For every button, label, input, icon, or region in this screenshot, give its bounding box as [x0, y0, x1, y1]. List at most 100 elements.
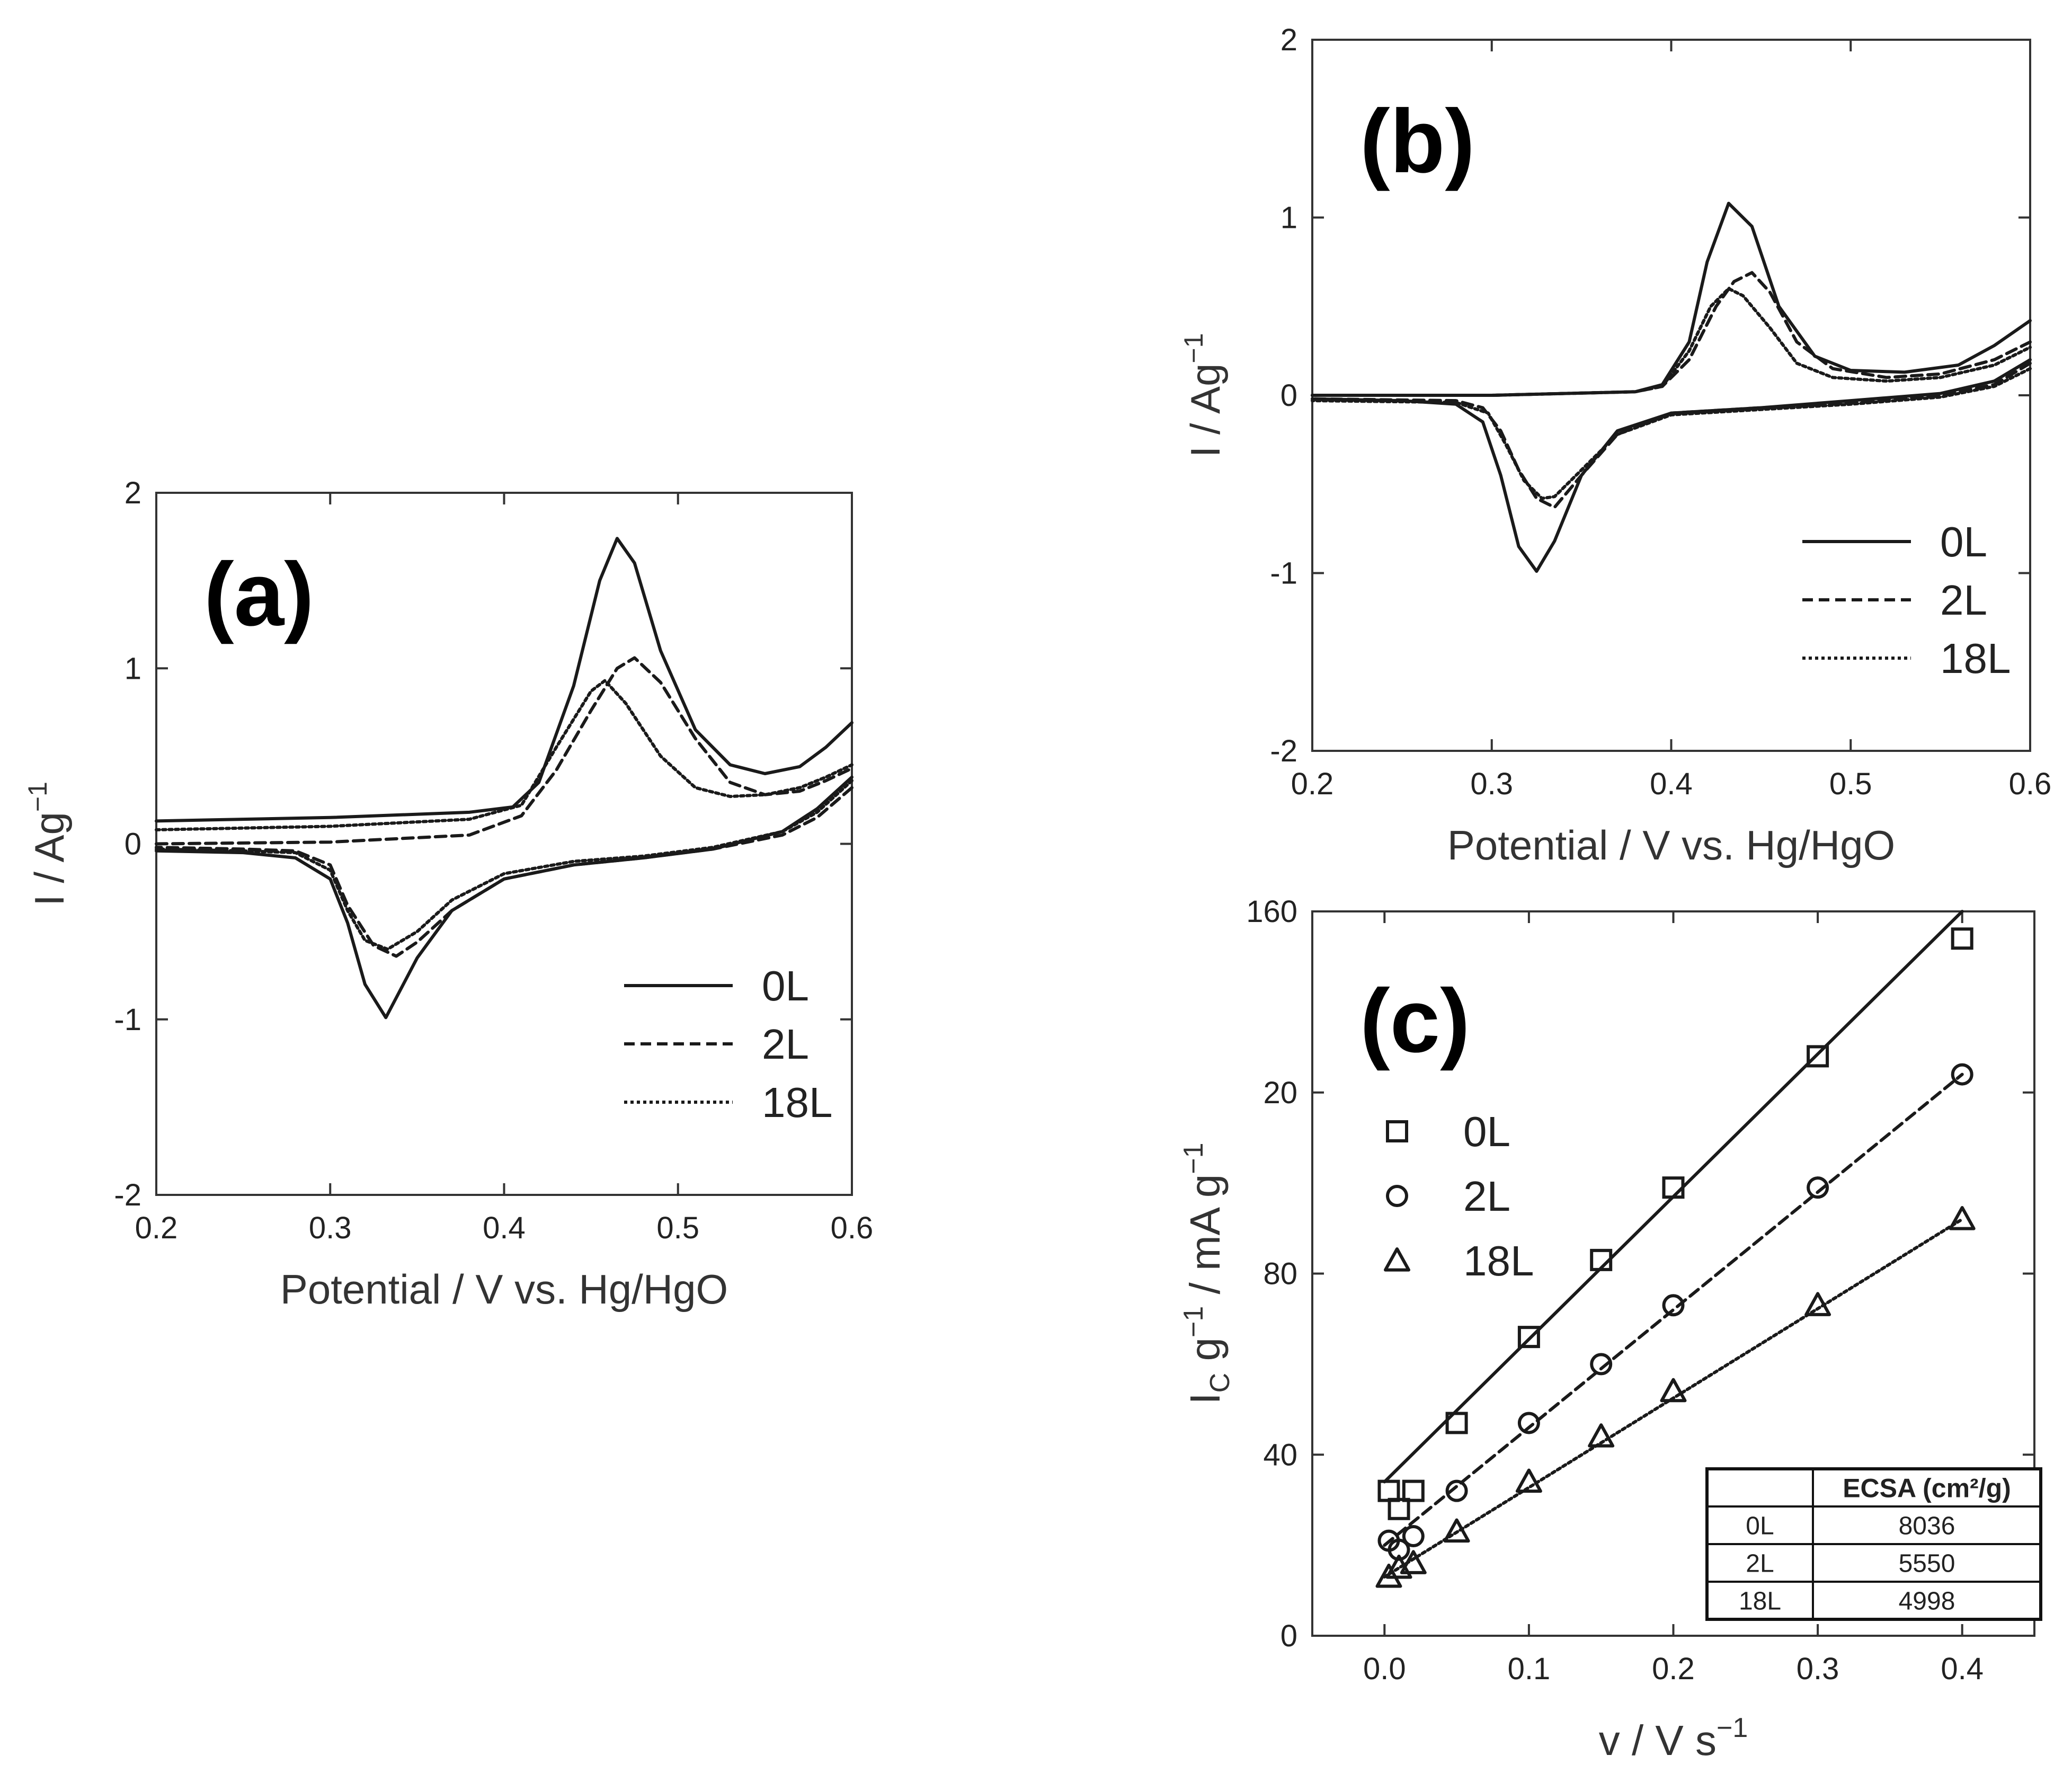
table-cell-value: 4998: [1899, 1588, 1955, 1616]
y-tick-label: 0: [1280, 1619, 1297, 1653]
legend-label: 18L: [1463, 1237, 1534, 1284]
panel-a: 0.2 0.3 0.4 0.5 0.6 -2 -1 0 1 2 (a) Potential / V v…: [23, 476, 873, 1313]
x-tick-label: 0.0: [1363, 1652, 1406, 1686]
x-tick-label: 0.6: [831, 1211, 874, 1245]
legend-label: 18L: [762, 1079, 832, 1126]
data-point-18L: [1443, 1518, 1470, 1543]
y-tick-label: 1: [125, 651, 141, 686]
y-tick-label: 2: [125, 476, 141, 510]
x-tick-label: 0.4: [483, 1211, 526, 1245]
data-point-0L: [1807, 1045, 1829, 1068]
x-tick-label: 0.6: [2009, 767, 2052, 801]
data-point-2L: [1445, 1479, 1468, 1502]
x-tick-label: 0.5: [656, 1211, 699, 1245]
y-axis-title-rest: g: [1181, 1337, 1229, 1373]
ecsa-table: ECSA (cm²/g) 0L 8036 2L 5550 18L 4998: [1705, 1467, 2042, 1621]
x-tick-label: 0.4: [1650, 767, 1693, 801]
data-point-0L: [1662, 1176, 1685, 1199]
y-axis-title-sup2: −1: [1178, 1142, 1209, 1174]
y-axis-title-main: I: [1181, 1393, 1229, 1404]
y-tick-label: 0: [1280, 378, 1297, 413]
y-axis-title: IC g−1 / mA g−1: [1178, 1142, 1235, 1404]
panel-label: (c): [1360, 971, 1470, 1071]
x-tick-label: 0.2: [1291, 767, 1334, 801]
data-point-0L: [1951, 927, 1973, 950]
series-0L-cathodic: [1311, 358, 2032, 573]
table-cell-label: 18L: [1739, 1588, 1781, 1616]
data-point-0L: [1590, 1248, 1613, 1271]
y-axis-title-sup: −1: [1179, 333, 1208, 364]
series-2L-cathodic: [155, 786, 853, 958]
data-point-2L: [1807, 1176, 1829, 1199]
x-axis-title: Potential / V vs. Hg/HgO: [280, 1266, 728, 1313]
y-axis-title-units: / mA g: [1181, 1174, 1229, 1306]
table-cell-value: 8036: [1899, 1512, 1955, 1540]
series-0L-anodic: [155, 537, 853, 823]
legend-label: 0L: [1463, 1108, 1510, 1155]
x-axis-title: v / V s−1: [1599, 1713, 1748, 1764]
table-cell-value: 5550: [1899, 1550, 1955, 1578]
y-tick-label: 0: [125, 827, 141, 862]
data-point-0L: [1388, 1497, 1410, 1520]
x-axis-title-main: v / V s: [1599, 1717, 1717, 1764]
legend-label: 0L: [762, 962, 809, 1009]
legend-label: 2L: [1463, 1173, 1510, 1220]
x-tick-label: 0.3: [1470, 767, 1513, 801]
data-point-18L: [1949, 1205, 1976, 1230]
data-point-18L: [1804, 1292, 1831, 1316]
y-axis-title: I / Ag−1: [23, 782, 73, 906]
data-point-2L: [1517, 1412, 1540, 1434]
y-axis-title: I / Ag−1: [1179, 333, 1229, 458]
data-point-18L: [1660, 1378, 1687, 1403]
series-18L-cathodic: [1311, 367, 2032, 500]
data-point-0L: [1445, 1412, 1468, 1434]
data-point-2L: [1590, 1353, 1613, 1376]
legend-label: 0L: [1940, 518, 1987, 565]
y-axis-title-sub: C: [1205, 1373, 1235, 1393]
x-tick-label: 0.2: [1652, 1652, 1695, 1686]
y-tick-label: 20: [1263, 1076, 1297, 1110]
x-tick-label: 0.3: [1797, 1652, 1839, 1686]
data-point-0L: [1402, 1479, 1425, 1502]
x-tick-label: 0.3: [309, 1211, 352, 1245]
x-tick-label: 0.1: [1508, 1652, 1551, 1686]
series-18L-cathodic: [155, 779, 853, 951]
panel-c: 0.0 0.1 0.2 0.3 0.40408020160(c)0L2L18LECSA …: [1178, 894, 2042, 1764]
legend-marker-18L: [1384, 1247, 1410, 1272]
y-tick-label: -2: [114, 1178, 141, 1212]
y-tick-label: 1: [1280, 201, 1297, 235]
data-point-2L: [1951, 1063, 1973, 1086]
panel-b: 0.2 0.3 0.4 0.5 0.6 -2 -1 0 1 2 (b) Potential / V v…: [1179, 23, 2051, 868]
y-tick-label: -1: [1270, 556, 1297, 591]
fit-line-2L: [1383, 1072, 1964, 1547]
legend-label: 2L: [762, 1021, 809, 1068]
y-tick-label: 2: [1280, 23, 1297, 57]
x-tick-label: 0.2: [135, 1211, 178, 1245]
x-axis-title: Potential / V vs. Hg/HgO: [1447, 822, 1895, 868]
y-axis-title-main: I / Ag: [26, 812, 73, 906]
panel-label: (b): [1360, 91, 1475, 192]
legend-marker-2L: [1386, 1185, 1408, 1207]
table-header-cell: ECSA (cm²/g): [1843, 1474, 2011, 1503]
table-cell-label: 0L: [1746, 1512, 1774, 1540]
y-tick-label: 160: [1246, 894, 1297, 929]
x-axis-title-sup: −1: [1717, 1713, 1748, 1743]
data-point-0L: [1517, 1326, 1540, 1349]
series-18L-anodic: [1311, 287, 2032, 397]
y-axis-title-main: I / Ag: [1182, 364, 1229, 458]
y-tick-label: -2: [1270, 734, 1297, 768]
y-axis-title-sup1: −1: [1178, 1306, 1209, 1337]
data-point-18L: [1515, 1468, 1542, 1493]
series-2L-cathodic: [1311, 361, 2032, 509]
y-tick-label: 40: [1263, 1438, 1297, 1472]
x-tick-label: 0.5: [1829, 767, 1872, 801]
x-tick-label: 0.4: [1941, 1652, 1984, 1686]
data-point-2L: [1662, 1294, 1685, 1317]
legend-label: 18L: [1940, 635, 2011, 682]
data-point-2L: [1402, 1525, 1425, 1548]
data-point-18L: [1400, 1550, 1427, 1574]
series-2L-anodic: [155, 656, 853, 846]
panel-label: (a): [204, 544, 314, 645]
series-18L-anodic: [155, 679, 853, 831]
